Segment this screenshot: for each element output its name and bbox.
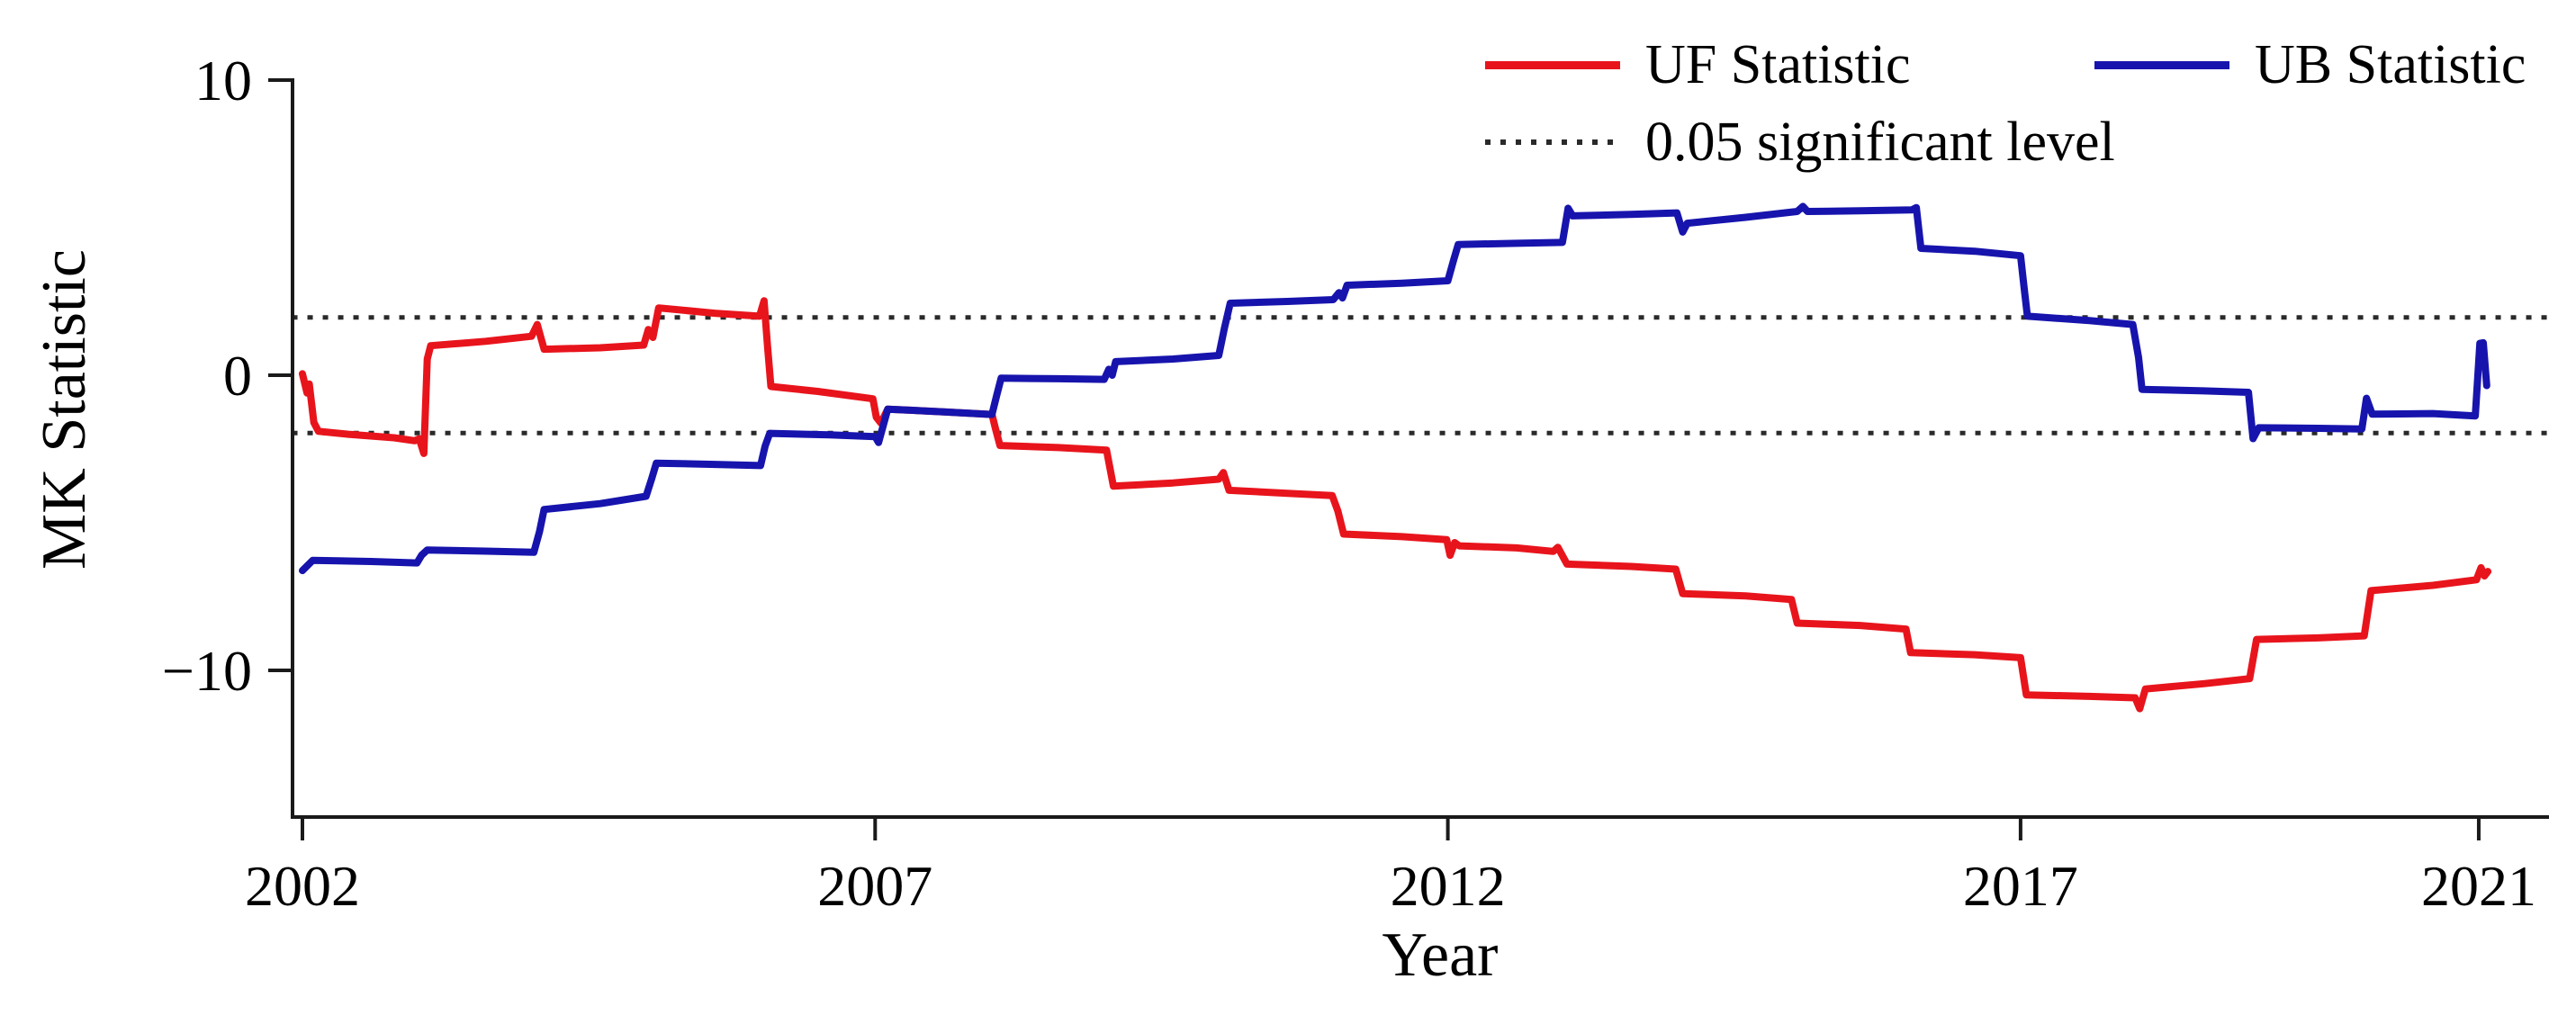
legend-item-uf: UF Statistic: [1485, 29, 1911, 101]
y-tick-label: 10: [194, 49, 252, 112]
legend-label-significance: 0.05 significant level: [1645, 111, 2115, 173]
legend-label-uf: UF Statistic: [1645, 33, 1911, 95]
legend-item-significance: 0.05 significant level: [1485, 106, 2115, 178]
y-tick-label: 0: [223, 344, 252, 408]
y-tick-label: −10: [162, 639, 252, 703]
legend-item-ub: UB Statistic: [2094, 29, 2526, 101]
y-axis-title: MK Statistic: [30, 249, 99, 570]
x-tick-label: 2007: [817, 854, 932, 918]
x-tick-label: 2017: [1963, 854, 2078, 918]
uf-statistic-line: [299, 297, 2492, 713]
axes: [291, 78, 2549, 819]
x-tick-label: 2012: [1391, 854, 1506, 918]
x-tick-label: 2002: [245, 854, 360, 918]
x-tick-label: 2021: [2421, 854, 2536, 918]
uf-line-swatch-icon: [1485, 60, 1620, 69]
ub-line-swatch-icon: [2094, 60, 2229, 69]
x-axis-title: Year: [1382, 921, 1499, 990]
dotted-line-swatch-icon: [1485, 139, 1620, 145]
ub-statistic-line: [299, 202, 2490, 575]
legend-label-ub: UB Statistic: [2255, 33, 2526, 95]
